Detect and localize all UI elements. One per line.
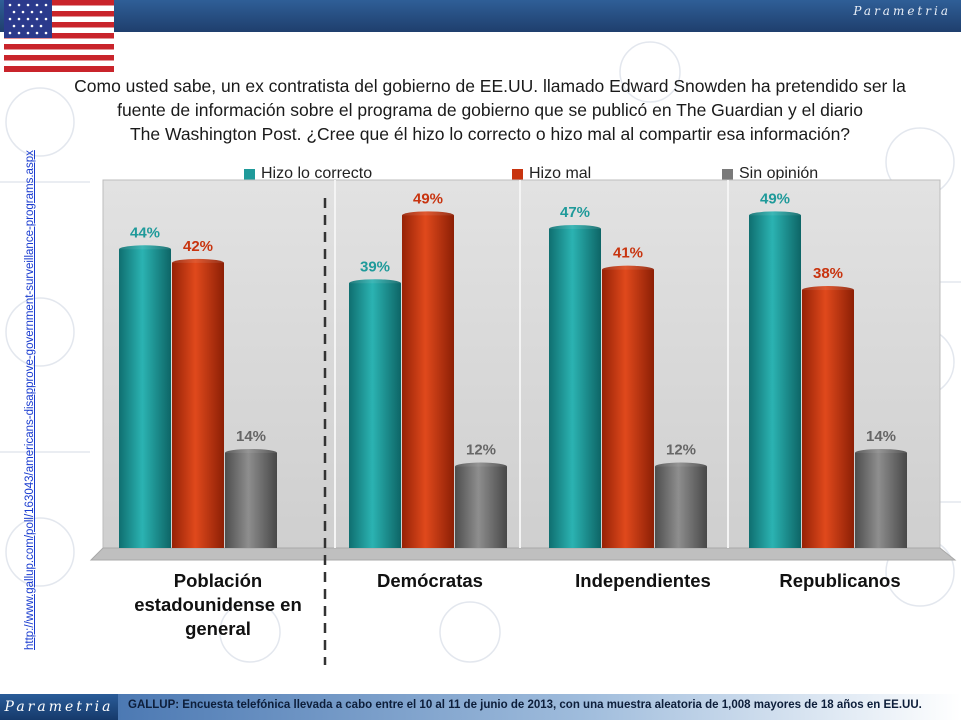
bar — [455, 466, 507, 548]
bar — [602, 269, 654, 548]
bar — [855, 452, 907, 548]
data-label: 14% — [866, 428, 896, 445]
data-label: 38% — [813, 265, 843, 282]
question-line: Como usted sabe, un ex contratista del g… — [74, 76, 906, 96]
data-label: 14% — [236, 428, 266, 445]
data-label: 49% — [760, 190, 790, 207]
data-label: 12% — [466, 442, 496, 459]
category-label-line: Demócratas — [377, 570, 483, 591]
bar-cap — [349, 279, 401, 288]
category-label: Demócratas — [340, 569, 520, 593]
plot-floor — [89, 547, 957, 561]
category-label-line: Población — [173, 570, 263, 591]
bar-cap — [172, 258, 224, 267]
legend-swatch-gray — [722, 168, 733, 180]
bar — [119, 249, 171, 549]
data-label: 49% — [413, 190, 443, 207]
data-label: 41% — [613, 245, 643, 262]
category-label-line: general — [185, 618, 251, 639]
category-label-line: Independientes — [575, 570, 711, 591]
bar-cap — [119, 245, 171, 254]
bar-cap — [225, 448, 277, 457]
category-label: Republicanos — [745, 569, 935, 593]
bar-cap — [855, 448, 907, 457]
legend-item: Sin opinión — [722, 165, 818, 183]
bar — [225, 452, 277, 548]
data-label: 39% — [360, 258, 390, 275]
bar-cap — [402, 211, 454, 220]
legend-label: Hizo mal — [529, 165, 592, 182]
data-label: 44% — [130, 224, 160, 241]
data-label: 12% — [666, 442, 696, 459]
legend-label: Sin opinión — [739, 165, 819, 182]
bar-cap — [802, 286, 854, 295]
footer-bar — [118, 694, 961, 720]
survey-question: Como usted sabe, un ex contratista del g… — [40, 74, 940, 146]
legend-swatch-red — [512, 168, 523, 180]
question-line: fuente de información sobre el programa … — [117, 100, 863, 120]
footer-logo: Parametria — [0, 694, 118, 720]
footer-note: GALLUP: Encuesta telefónica llevada a ca… — [128, 699, 922, 711]
legend-item: Hizo mal — [512, 165, 591, 183]
source-link[interactable]: http://www.gallup.com/poll/163043/americ… — [24, 150, 36, 650]
bar — [172, 262, 224, 548]
category-label-line: estadounidense en — [134, 594, 302, 615]
bar — [549, 228, 601, 548]
bar-cap — [549, 224, 601, 233]
bar — [655, 466, 707, 548]
category-label: Población estadounidense en general — [108, 569, 328, 641]
bar — [402, 215, 454, 548]
chart-legend: Hizo lo correcto Hizo mal Sin opinión — [0, 165, 961, 185]
bar-cap — [749, 211, 801, 220]
question-line: The Washington Post. ¿Cree que él hizo l… — [129, 124, 851, 144]
legend-label: Hizo lo correcto — [261, 165, 373, 182]
bar-cap — [602, 265, 654, 274]
category-label-line: Republicanos — [779, 570, 901, 591]
data-label: 47% — [560, 204, 590, 221]
bar-cap — [455, 462, 507, 471]
legend-item: Hizo lo correcto — [244, 165, 372, 183]
legend-swatch-teal — [244, 168, 255, 180]
category-label: Independientes — [548, 569, 738, 593]
bar — [802, 290, 854, 548]
bar — [749, 215, 801, 548]
header-bar: Parametria — [0, 0, 961, 32]
data-label: 42% — [183, 238, 213, 255]
bar — [349, 283, 401, 548]
bar-cap — [655, 462, 707, 471]
header-brand: Parametria — [853, 4, 951, 18]
us-flag-icon — [4, 0, 114, 72]
